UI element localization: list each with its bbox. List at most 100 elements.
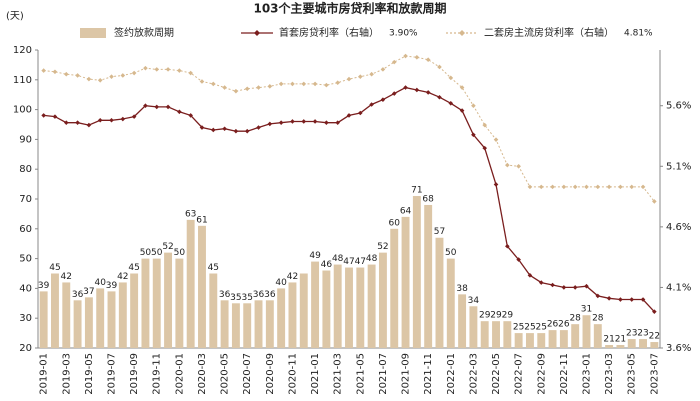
bar-value-label: 22 [649, 332, 660, 342]
bar-value-label: 21 [615, 335, 626, 345]
bar [424, 204, 433, 348]
bar-value-label: 28 [569, 314, 581, 324]
line-marker [561, 184, 567, 190]
bar [299, 273, 308, 348]
line-marker [63, 120, 69, 125]
line-marker [471, 103, 476, 109]
bar [277, 288, 286, 348]
x-tick-label: 2022-09 [536, 353, 547, 395]
line-marker [606, 184, 612, 190]
line-marker [437, 94, 442, 100]
bar [390, 228, 399, 348]
y-tick-label: 20 [19, 343, 32, 354]
line-marker [538, 184, 544, 190]
line-marker [154, 104, 160, 110]
line-marker [640, 297, 646, 302]
y2-tick-label: 4.6% [666, 222, 691, 233]
y-tick-label: 110 [13, 75, 32, 86]
bar-value-label: 29 [490, 311, 502, 321]
x-tick-label: 2020-09 [265, 353, 276, 395]
line-marker [595, 184, 601, 190]
line-marker [222, 85, 227, 90]
x-tick-label: 2019-09 [129, 353, 140, 395]
line-marker [414, 54, 420, 60]
bar [73, 300, 82, 348]
line-marker [572, 184, 578, 190]
line-marker [369, 102, 374, 107]
line-marker [629, 297, 635, 302]
bar-value-label: 40 [94, 278, 106, 288]
bar [322, 270, 331, 348]
line-marker [346, 76, 352, 82]
bar-value-label: 35 [230, 293, 241, 303]
bar-value-label: 68 [422, 194, 434, 204]
line-marker [165, 67, 171, 72]
bar [412, 196, 421, 348]
bar [288, 282, 297, 348]
line-marker [222, 126, 227, 132]
y-tick-label: 120 [13, 45, 32, 56]
bar [525, 333, 534, 348]
line-marker [629, 184, 635, 190]
bar [333, 264, 342, 348]
line-marker [97, 77, 103, 83]
line-marker [278, 81, 284, 87]
bar-value-label: 42 [117, 272, 128, 282]
bar [503, 321, 512, 348]
bar [605, 345, 614, 348]
bar-value-label: 28 [592, 314, 604, 324]
line-marker [177, 68, 182, 73]
y-tick-label: 60 [19, 224, 32, 235]
bar [616, 345, 625, 348]
x-tick-label: 2020-07 [242, 353, 253, 395]
bar [254, 300, 263, 348]
line-marker [233, 88, 239, 94]
bar [650, 342, 659, 348]
line-marker [131, 114, 137, 119]
line-marker [143, 65, 148, 71]
x-tick-label: 2021-01 [310, 353, 321, 395]
line-marker [301, 81, 307, 87]
bar [435, 237, 444, 348]
line-marker [244, 128, 250, 134]
line-marker [120, 116, 126, 122]
line-marker [584, 283, 589, 289]
x-tick-label: 2022-05 [491, 353, 502, 395]
line-marker [41, 68, 46, 73]
line-marker [652, 199, 657, 204]
bar-value-label: 45 [128, 263, 139, 273]
line-marker [256, 125, 261, 130]
line-marker [618, 297, 623, 302]
bar-value-label: 25 [524, 323, 535, 333]
line-marker [618, 184, 623, 190]
bar-value-label: 50 [151, 248, 163, 258]
bar-value-label: 36 [264, 290, 276, 300]
bar [446, 258, 455, 348]
legend-label: 签约放款周期 [114, 26, 174, 39]
x-tick-label: 2023-05 [627, 353, 638, 395]
bar-value-label: 48 [332, 254, 344, 264]
bar [492, 321, 500, 348]
line-marker [301, 119, 307, 124]
bar [582, 315, 591, 348]
line-marker [63, 71, 69, 77]
line-marker [97, 117, 103, 123]
line-marker [550, 282, 555, 288]
x-tick-label: 2021-03 [333, 353, 344, 395]
line-marker [482, 122, 488, 128]
bar [175, 258, 184, 348]
x-tick-label: 2020-03 [197, 353, 208, 395]
line-marker [41, 113, 46, 118]
bar [198, 225, 206, 348]
line-marker [233, 128, 239, 134]
bar [231, 303, 240, 348]
line-marker [267, 84, 273, 89]
line-marker [346, 113, 352, 118]
bar-value-label: 63 [185, 209, 196, 219]
x-tick-label: 2019-01 [39, 353, 50, 395]
line-marker [391, 59, 397, 65]
line-marker [177, 109, 182, 115]
line-marker [52, 114, 58, 119]
